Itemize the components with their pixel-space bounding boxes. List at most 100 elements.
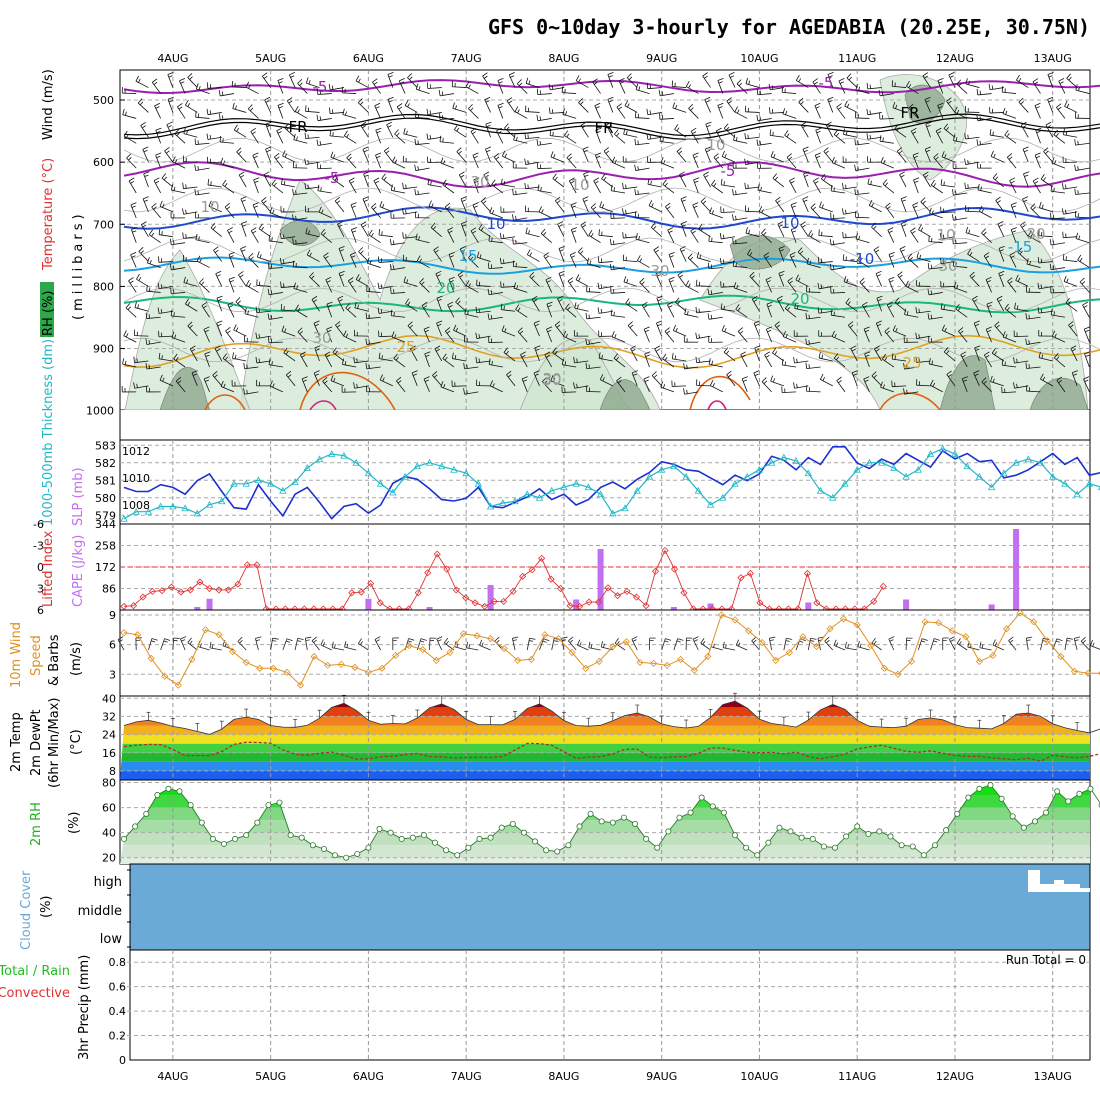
upper-wind-barb (1040, 174, 1053, 188)
dewpoint-line (123, 741, 1100, 762)
upper-wind-barb (207, 82, 222, 89)
upper-wind-barb (996, 295, 1005, 312)
upper-wind-barb (463, 335, 479, 343)
upper-wind-barb (900, 221, 907, 237)
wind10m-marker (364, 668, 372, 676)
upper-wind-barb (348, 177, 357, 194)
upper-wind-barb (768, 83, 784, 91)
upper-wind-barb (350, 251, 357, 268)
upper-wind-barb (222, 179, 235, 194)
upper-wind-barb (952, 162, 968, 169)
upper-wind-barb (827, 71, 834, 88)
wind10m-barb (992, 639, 1005, 651)
upper-wind-barb (372, 78, 381, 94)
upper-wind-barb (595, 127, 602, 144)
upper-wind-barb (1027, 230, 1041, 244)
upper-wind-barb (733, 282, 748, 293)
upper-wind-barb (830, 185, 846, 194)
upper-wind-barb (172, 156, 186, 169)
wind10m-marker (1030, 618, 1038, 626)
upper-wind-barb (439, 113, 454, 120)
rh-30-region (124, 249, 251, 411)
upper-wind-barb (536, 139, 552, 146)
wind10m-barb (1025, 636, 1033, 651)
lifted-index-marker (632, 593, 641, 601)
wind10m-barb (930, 638, 940, 651)
contour-label: 30 (938, 257, 957, 275)
upper-wind-barb (719, 257, 736, 265)
upper-wind-barb (432, 371, 443, 387)
upper-wind-barb (910, 127, 919, 144)
upper-wind-barb (1064, 100, 1078, 113)
upper-wind-barb (805, 338, 821, 345)
upper-wind-barb (480, 197, 491, 213)
upper-wind-barb (1013, 382, 1029, 389)
upper-wind-barb (328, 83, 345, 91)
upper-wind-barb (880, 381, 894, 393)
upper-wind-barb (818, 352, 833, 362)
upper-wind-barb (415, 211, 430, 219)
upper-wind-barb (586, 285, 601, 293)
upper-wind-barb (603, 147, 614, 163)
upper-wind-barb (320, 228, 332, 244)
thickness-marker (218, 497, 226, 505)
upper-wind-barb (599, 374, 613, 387)
slp-tick: 1010 (122, 472, 150, 485)
upper-wind-barb (309, 272, 320, 287)
upper-wind-barb (988, 83, 1004, 91)
upper-wind-barb (769, 129, 784, 138)
upper-wind-barb (626, 73, 638, 88)
upper-wind-barb (158, 330, 173, 338)
wind10m-barb (270, 637, 279, 651)
upper-wind-barb (501, 150, 516, 163)
wind10m-barb (685, 637, 693, 651)
wind10m-marker (256, 664, 264, 672)
upper-wind-barb (578, 98, 589, 113)
rh-legend-swatch (40, 282, 54, 337)
wind10m-marker (432, 656, 440, 664)
upper-wind-barb (550, 375, 565, 387)
upper-wind-barb (448, 276, 455, 293)
lifted-index-marker (509, 587, 517, 595)
wind10m-marker (962, 633, 970, 641)
lifted-index-marker (519, 572, 527, 580)
upper-wind-barb (517, 327, 528, 343)
upper-wind-barb (891, 80, 907, 88)
upper-wind-barb (472, 152, 479, 169)
upper-wind-barb (1001, 86, 1017, 94)
upper-wind-barb (793, 330, 809, 337)
contour-label: 20 (790, 290, 809, 308)
upper-wind-barb (390, 309, 406, 318)
upper-wind-barb (332, 347, 345, 362)
upper-wind-barb (1082, 301, 1090, 318)
upper-wind-barb (707, 313, 723, 320)
rh-marker (654, 844, 661, 851)
upper-wind-barb (227, 227, 235, 243)
upper-wind-barb (745, 77, 760, 88)
upper-wind-barb (708, 358, 723, 368)
upper-wind-barb (1065, 297, 1078, 312)
upper-wind-barb (213, 246, 223, 262)
upper-wind-barb (1004, 129, 1017, 144)
upper-wind-barb (448, 251, 455, 268)
upper-wind-barb (506, 370, 516, 387)
upper-wind-barb (965, 205, 980, 213)
upper-wind-barb (1010, 227, 1017, 243)
upper-wind-barb (238, 171, 247, 188)
rh-marker (565, 842, 572, 849)
upper-wind-barb (842, 254, 858, 262)
day-label-top: 8AUG (548, 52, 579, 65)
upper-wind-barb (373, 177, 381, 194)
upper-wind-barb (447, 301, 455, 318)
upper-wind-barb (855, 83, 870, 94)
upper-wind-barb (622, 208, 638, 215)
wind10m-barb (539, 638, 550, 651)
cape-tick: 344 (95, 518, 116, 531)
wind10m-barb (956, 638, 968, 651)
upper-wind-barb (157, 307, 173, 314)
upper-wind-barb (1014, 302, 1029, 312)
wind-tick: 3 (109, 668, 116, 681)
upper-wind-barb (878, 89, 894, 97)
upper-wind-barb (455, 297, 467, 312)
upper-wind-barb (151, 202, 161, 219)
